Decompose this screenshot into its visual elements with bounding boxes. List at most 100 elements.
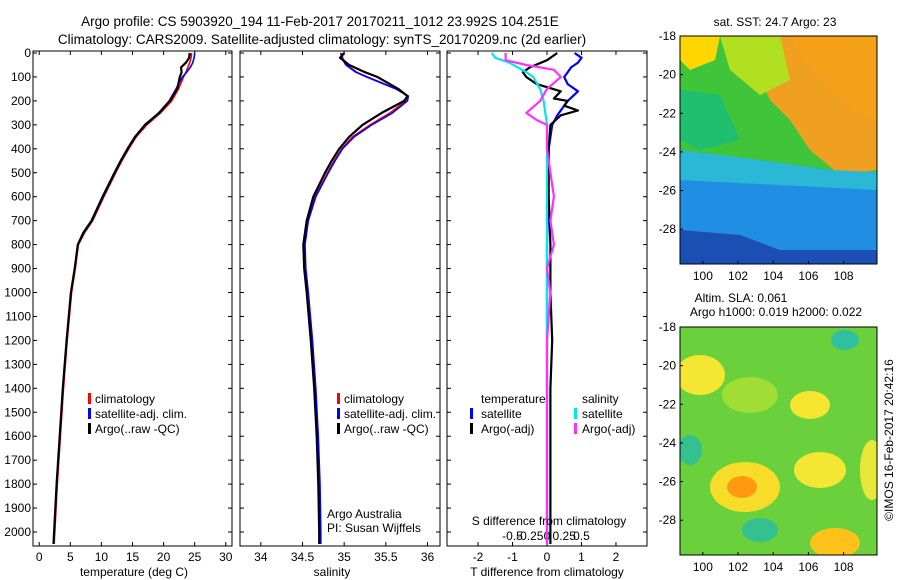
legend-header-temperature: temperature — [481, 392, 546, 406]
legend-header-salinity: salinity — [582, 392, 619, 406]
imos-credit: ©IMOS 16-Feb-2017 20:42:16 — [882, 359, 896, 521]
figure-title-line2: Climatology: CARS2009. Satellite-adjuste… — [58, 32, 586, 47]
sst-map-frame — [679, 35, 878, 265]
map-y-tick-label: -28 — [659, 513, 677, 527]
legend-swatch-temp-argo — [470, 423, 473, 434]
x-tick-label: 20 — [157, 550, 171, 564]
salinity-axes: 34 34.5 35 35.5 36 — [240, 51, 440, 564]
salinity-legend: climatology satellite-adj. clim. Argo(..… — [337, 392, 436, 436]
x-tick-label: -2 — [473, 550, 484, 564]
legend-label-sal-satellite: satellite — [582, 407, 623, 421]
y-tick-label: 1100 — [5, 309, 31, 323]
s-tick-label: -0.25 — [516, 529, 544, 543]
x-tick-label: 0 — [544, 550, 551, 564]
y-tick-label: 0 — [24, 46, 31, 60]
x-tick-label: 1 — [578, 550, 585, 564]
temperature-plot-frame — [32, 50, 233, 547]
map-axes: -18 -20 -22 -24 -26 -28 100 102 104 106 108 -18 -20 -… — [659, 29, 854, 574]
y-tick-label: 100 — [11, 70, 31, 84]
x-tick-label: 36 — [421, 550, 435, 564]
series-satellite-adj-clim — [52, 52, 196, 545]
y-tick-label: 1400 — [4, 381, 31, 395]
y-tick-label: 1700 — [4, 453, 31, 467]
series-salinity-satellite — [490, 52, 549, 544]
map-x-tick-label: 106 — [798, 269, 818, 283]
pi-note: PI: Susan Wijffels — [327, 521, 421, 535]
y-tick-label: 800 — [11, 238, 31, 252]
salinity-x-label: salinity — [314, 565, 351, 579]
difference-top-x-label: S difference from climatology — [472, 514, 627, 528]
temperature-x-label: temperature (deg C) — [80, 565, 188, 579]
map-x-tick-label: 104 — [763, 269, 783, 283]
map-x-tick-label: 108 — [834, 269, 854, 283]
map-y-tick-label: -24 — [659, 436, 677, 450]
legend-label-argo: Argo(..raw -QC) — [344, 422, 429, 436]
x-tick-label: 15 — [126, 550, 140, 564]
series-satellite-adj-clim — [304, 52, 410, 544]
temperature-axes: 0100200300400500600700800900100011001200… — [4, 46, 232, 564]
difference-legend: temperature salinity satellite Argo(-adj… — [470, 392, 635, 436]
s-tick-label: 0.25 — [553, 529, 577, 543]
map-y-tick-label: -22 — [659, 106, 677, 120]
series-salinity-argo-adj — [504, 53, 562, 544]
map-y-tick-label: -28 — [659, 222, 677, 236]
difference-x-label: T difference from climatology — [470, 565, 624, 579]
map-y-tick-label: -18 — [659, 320, 677, 334]
x-tick-label: -1 — [507, 550, 518, 564]
salinity-plot-frame — [239, 50, 441, 547]
legend-swatch-climatology — [337, 393, 340, 404]
y-tick-label: 1000 — [4, 286, 31, 300]
temperature-legend: climatology satellite-adj. clim. Argo(..… — [88, 392, 187, 436]
legend-swatch-sal-satellite — [574, 408, 577, 419]
legend-swatch-sal-argo — [574, 423, 577, 434]
legend-label-satellite: satellite-adj. clim. — [344, 407, 436, 421]
legend-label-temp-argo: Argo(-adj) — [481, 422, 534, 436]
series-temperature-satellite — [545, 52, 583, 544]
sla-map-title-line2: Argo h1000: 0.019 h2000: 0.022 — [690, 305, 862, 319]
x-tick-label: 5 — [67, 550, 74, 564]
map-y-tick-label: -20 — [659, 359, 677, 373]
map-x-tick-label: 102 — [728, 560, 748, 574]
sst-map-title: sat. SST: 24.7 Argo: 23 — [714, 15, 837, 29]
legend-swatch-climatology — [88, 393, 91, 404]
map-y-tick-label: -20 — [659, 68, 677, 82]
legend-label-sal-argo: Argo(-adj) — [582, 422, 635, 436]
series-temperature-argo-adj — [521, 52, 580, 544]
y-tick-label: 1500 — [4, 405, 31, 419]
sst-heatmap — [680, 36, 877, 264]
y-tick-label: 900 — [11, 262, 31, 276]
map-x-tick-label: 108 — [834, 560, 854, 574]
y-tick-label: 200 — [11, 94, 31, 108]
sla-map-frame — [679, 326, 878, 556]
x-tick-label: 2 — [613, 550, 620, 564]
series-argo-raw-qc — [52, 52, 191, 545]
figure-title-line1: Argo profile: CS 5903920_194 11-Feb-2017… — [81, 14, 559, 29]
x-tick-label: 30 — [219, 550, 233, 564]
y-tick-label: 300 — [11, 118, 31, 132]
y-tick-label: 1300 — [4, 357, 31, 371]
map-x-tick-label: 106 — [798, 560, 818, 574]
sla-heatmap — [680, 327, 877, 555]
sla-map-title-line1: Altim. SLA: 0.061 — [695, 291, 788, 305]
map-y-tick-label: -26 — [659, 184, 677, 198]
x-tick-label: 35 — [337, 550, 351, 564]
argo-australia-note: Argo Australia — [327, 507, 402, 521]
map-x-tick-label: 100 — [693, 560, 713, 574]
y-tick-label: 1200 — [4, 333, 31, 347]
map-x-tick-label: 104 — [763, 560, 783, 574]
legend-label-climatology: climatology — [344, 392, 404, 406]
map-y-tick-label: -18 — [659, 29, 677, 43]
x-tick-label: 34.5 — [291, 550, 315, 564]
x-tick-label: 10 — [95, 550, 109, 564]
x-tick-label: 34 — [254, 550, 268, 564]
s-tick-label: 0.5 — [573, 529, 590, 543]
x-tick-label: 35.5 — [374, 550, 398, 564]
y-tick-label: 1600 — [4, 429, 31, 443]
x-tick-label: 25 — [188, 550, 202, 564]
legend-label-climatology: climatology — [95, 392, 155, 406]
map-x-tick-label: 100 — [693, 269, 713, 283]
difference-axes: -2 -1 0 1 2-0.5-0.25 0 0.250.5 — [447, 51, 647, 564]
y-tick-label: 500 — [11, 166, 31, 180]
s-tick-label: -0.5 — [502, 529, 523, 543]
